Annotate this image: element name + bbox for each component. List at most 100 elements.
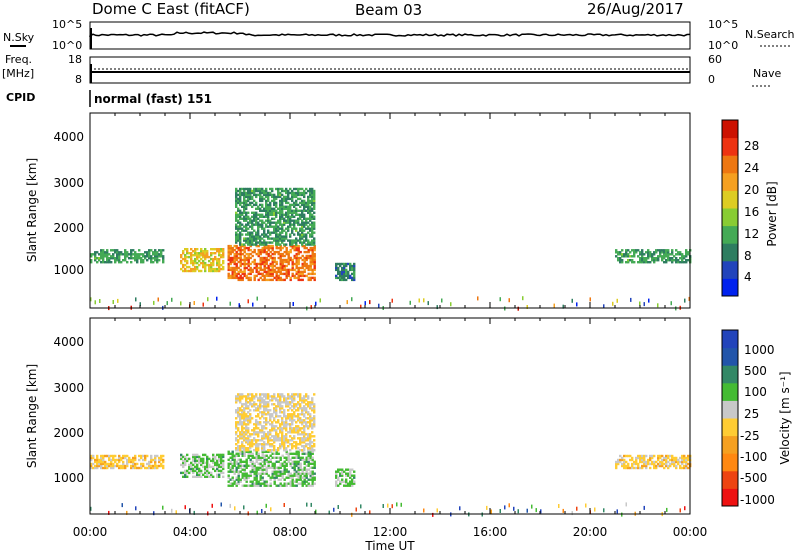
heatmap-cell bbox=[90, 454, 93, 458]
heatmap-cell bbox=[267, 395, 270, 398]
heatmap-cell bbox=[347, 474, 350, 477]
heatmap-cell bbox=[265, 223, 268, 226]
heatmap-cell bbox=[645, 454, 648, 458]
heatmap-cell bbox=[631, 458, 634, 462]
heatmap-cell bbox=[637, 466, 640, 470]
heatmap-cell bbox=[255, 454, 258, 457]
heatmap-cell bbox=[279, 458, 282, 461]
heatmap-cell bbox=[291, 223, 294, 226]
heatmap-cell bbox=[293, 397, 296, 400]
heatmap-cell bbox=[663, 261, 666, 264]
heatmap-cell bbox=[227, 484, 230, 487]
heatmap-cell bbox=[301, 270, 304, 274]
heatmap-cell bbox=[192, 254, 195, 257]
heatmap-cell bbox=[112, 300, 114, 304]
heatmap-cell bbox=[450, 302, 452, 307]
heatmap-cell bbox=[265, 250, 268, 254]
heatmap-cell bbox=[267, 401, 270, 404]
heatmap-cell bbox=[261, 189, 264, 193]
heatmap-cell bbox=[271, 237, 274, 240]
heatmap-cell bbox=[307, 482, 310, 485]
heatmap-cell bbox=[281, 278, 284, 282]
heatmap-cell bbox=[118, 454, 121, 458]
heatmap-cell bbox=[353, 476, 356, 479]
heatmap-cell bbox=[687, 259, 690, 262]
heatmap-cell bbox=[200, 248, 203, 251]
heatmap-cell bbox=[235, 187, 238, 191]
heatmap-cell bbox=[339, 278, 342, 282]
heatmap-cell bbox=[311, 423, 314, 426]
heatmap-cell bbox=[303, 250, 306, 254]
heatmap-cell bbox=[108, 257, 111, 260]
heatmap-cell bbox=[275, 460, 278, 463]
heatmap-cell bbox=[353, 482, 356, 485]
heatmap-cell bbox=[263, 278, 266, 282]
heatmap-cell bbox=[275, 415, 278, 418]
heatmap-cell bbox=[200, 469, 203, 473]
heatmap-cell bbox=[297, 258, 300, 262]
heatmap-cell bbox=[295, 252, 298, 256]
heatmap-cell bbox=[275, 399, 278, 402]
heatmap-cell bbox=[265, 503, 267, 508]
heatmap-cell bbox=[301, 193, 304, 197]
heatmap-cell bbox=[257, 421, 260, 424]
heatmap-cell bbox=[265, 244, 268, 248]
heatmap-cell bbox=[251, 211, 254, 214]
heatmap-cell bbox=[245, 433, 248, 436]
heatmap-cell bbox=[245, 450, 248, 453]
heatmap-cell bbox=[235, 252, 238, 256]
heatmap-cell bbox=[204, 453, 207, 457]
heatmap-cell bbox=[311, 227, 314, 230]
heatmap-cell bbox=[239, 421, 242, 424]
heatmap-cell bbox=[114, 251, 117, 254]
heatmap-cell bbox=[194, 465, 197, 469]
heatmap-cell bbox=[249, 193, 252, 197]
heatmap-cell bbox=[204, 254, 207, 257]
heatmap-cell bbox=[639, 301, 641, 306]
heatmap-cell bbox=[273, 472, 276, 475]
heatmap-cell bbox=[427, 301, 429, 306]
heatmap-cell bbox=[313, 417, 316, 420]
heatmap-cell bbox=[257, 480, 260, 483]
heatmap-cell bbox=[251, 201, 254, 205]
heatmap-cell bbox=[657, 259, 660, 262]
heatmap-cell bbox=[259, 266, 262, 270]
heatmap-cell bbox=[283, 266, 286, 270]
heatmap-cell bbox=[261, 466, 264, 469]
heatmap-cell bbox=[227, 262, 230, 266]
heatmap-cell bbox=[661, 257, 664, 260]
heatmap-cell bbox=[239, 258, 242, 262]
heatmap-cell bbox=[245, 207, 248, 210]
heatmap-cell bbox=[639, 466, 642, 470]
heatmap-cell bbox=[281, 454, 284, 457]
heatmap-cell bbox=[263, 405, 266, 408]
time-axis-label: Time UT bbox=[364, 539, 415, 553]
heatmap-cell bbox=[671, 462, 674, 466]
heatmap-cell bbox=[281, 272, 284, 276]
heatmap-cell bbox=[293, 468, 296, 471]
heatmap-cell bbox=[186, 248, 189, 251]
heatmap-cell bbox=[206, 255, 209, 259]
heatmap-cell bbox=[295, 199, 298, 203]
heatmap-cell bbox=[259, 262, 262, 266]
heatmap-cell bbox=[198, 475, 201, 478]
heatmap-cell bbox=[247, 415, 250, 418]
heatmap-cell bbox=[293, 407, 296, 410]
heatmap-cell bbox=[243, 407, 246, 410]
freq-left-tick-bottom: 8 bbox=[75, 73, 82, 86]
heatmap-cell bbox=[269, 272, 272, 276]
heatmap-cell bbox=[245, 187, 248, 191]
heatmap-cell bbox=[271, 421, 274, 424]
heatmap-cell bbox=[307, 468, 310, 471]
heatmap-cell bbox=[353, 268, 356, 272]
heatmap-cell bbox=[269, 241, 272, 244]
heatmap-cell bbox=[283, 421, 286, 424]
heatmap-cell bbox=[237, 480, 240, 483]
heatmap-cell bbox=[281, 258, 284, 262]
heatmap-cell bbox=[641, 460, 644, 464]
heatmap-cell bbox=[243, 478, 246, 481]
heatmap-cell bbox=[116, 253, 119, 256]
heatmap-cell bbox=[281, 254, 284, 258]
heatmap-cell bbox=[301, 209, 304, 212]
heatmap-cell bbox=[267, 241, 270, 244]
